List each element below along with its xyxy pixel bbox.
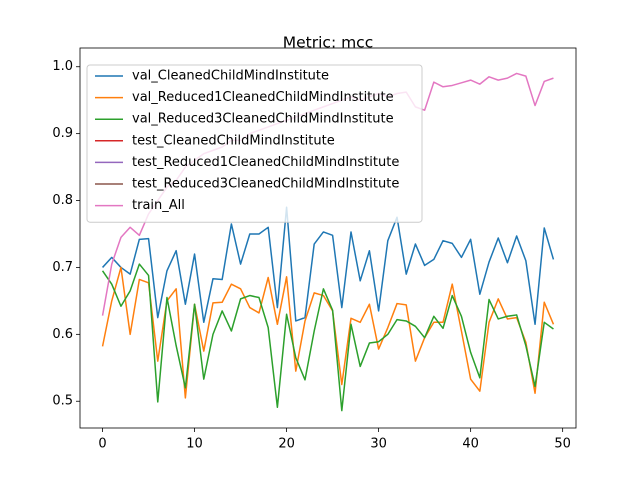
x-tick-label: 50 <box>554 437 571 452</box>
x-tick-label: 20 <box>278 437 295 452</box>
chart-title: Metric: mcc <box>283 34 373 52</box>
y-tick-label: 0.5 <box>52 394 73 409</box>
x-tick-label: 30 <box>370 437 387 452</box>
series-line <box>101 263 554 412</box>
y-tick-label: 0.7 <box>52 260 73 275</box>
legend-label: test_Reduced3CleanedChildMindInstitute <box>132 177 399 192</box>
x-tick-label: 10 <box>186 437 203 452</box>
y-tick-label: 0.8 <box>52 193 73 208</box>
legend-label: val_CleanedChildMindInstitute <box>132 69 329 84</box>
legend-label: test_CleanedChildMindInstitute <box>132 133 335 148</box>
legend: val_CleanedChildMindInstitute val_Reduced… <box>86 64 423 223</box>
legend-label: test_Reduced1CleanedChildMindInstitute <box>132 155 399 170</box>
legend-label: train_All <box>132 198 185 213</box>
y-tick-label: 0.9 <box>52 126 73 141</box>
legend-box <box>86 64 423 223</box>
x-tick-label: 0 <box>98 437 106 452</box>
legend-label: val_Reduced1CleanedChildMindInstitute <box>132 90 394 105</box>
legend-label: val_Reduced3CleanedChildMindInstitute <box>132 112 394 127</box>
series-line <box>101 206 555 326</box>
axes-frame <box>79 47 577 429</box>
y-tick-label: 0.6 <box>52 327 73 342</box>
y-tick-label: 1.0 <box>52 59 73 74</box>
series-line <box>101 266 555 399</box>
x-tick-label: 40 <box>462 437 479 452</box>
